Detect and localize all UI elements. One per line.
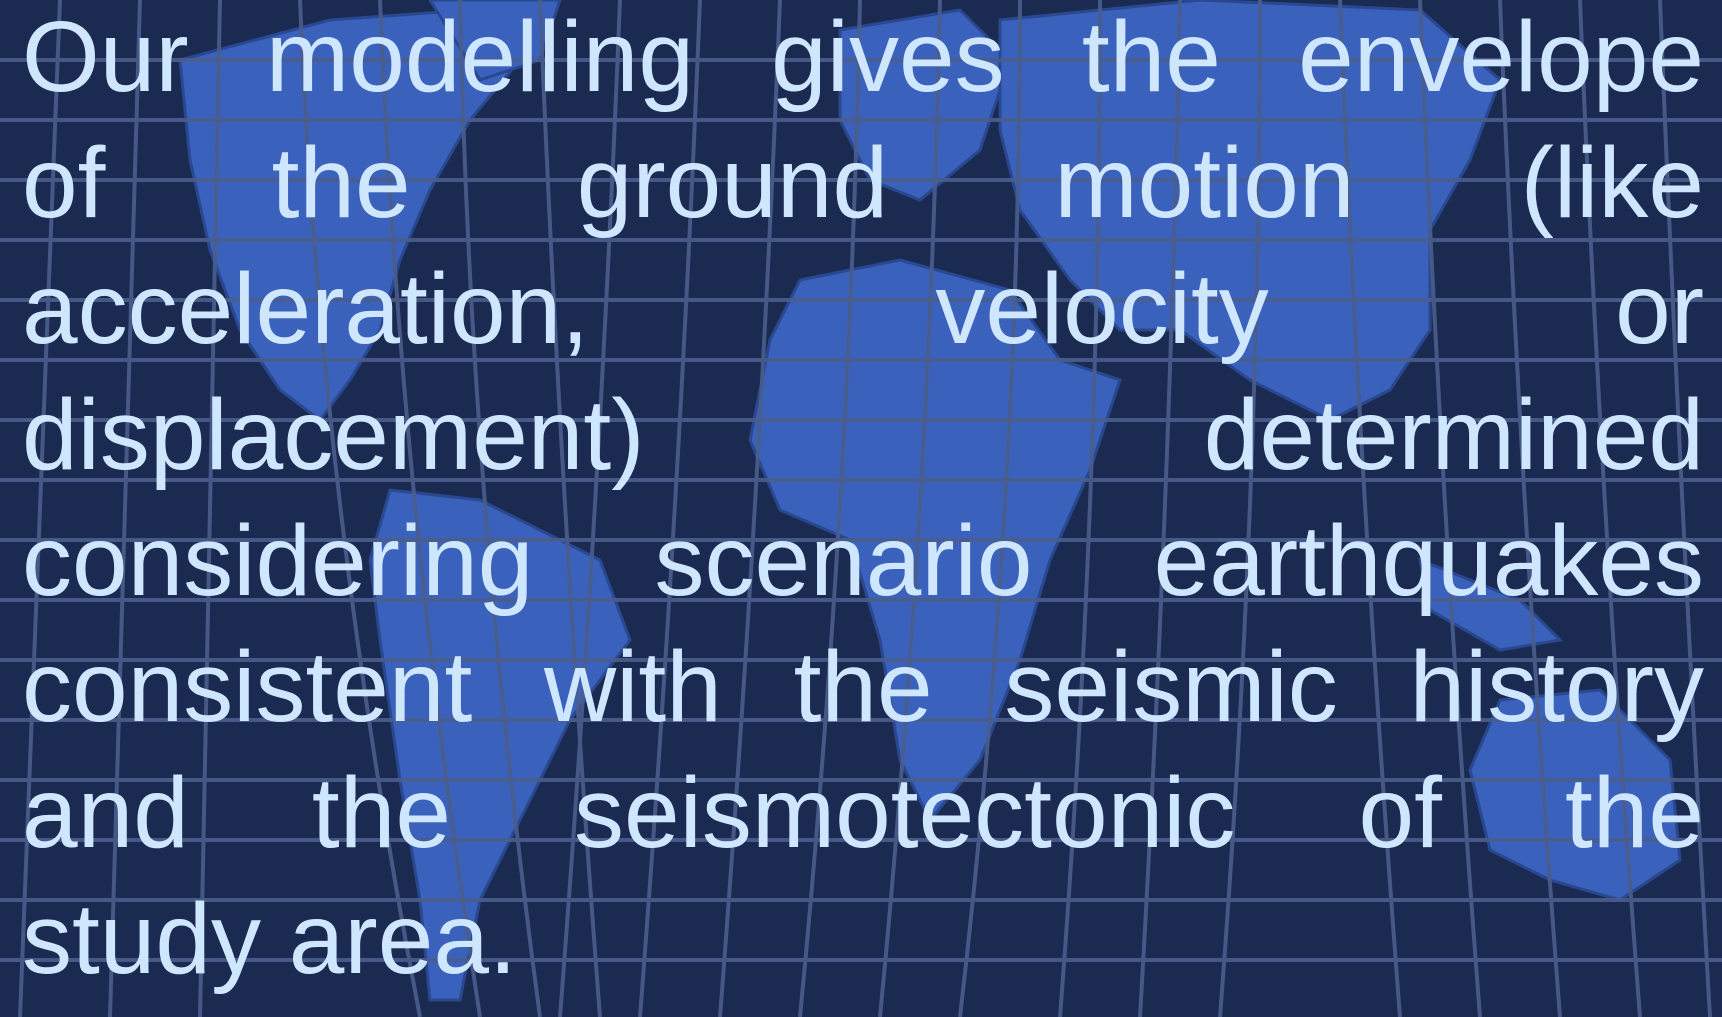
text-line: displacement) determined	[22, 379, 1704, 491]
text-line: of the ground motion (like	[22, 127, 1704, 239]
text-line: and the seismotectonic of the	[22, 757, 1704, 869]
text-line: consistent with the seismic history	[22, 631, 1704, 743]
text-line: acceleration, velocity or	[22, 253, 1704, 365]
text-line: study area.	[22, 883, 517, 995]
text-line: considering scenario earthquakes	[22, 505, 1704, 617]
paragraph: Our modelling gives the envelope of the g…	[22, 0, 1704, 1002]
text-line: Our modelling gives the envelope	[22, 1, 1704, 113]
